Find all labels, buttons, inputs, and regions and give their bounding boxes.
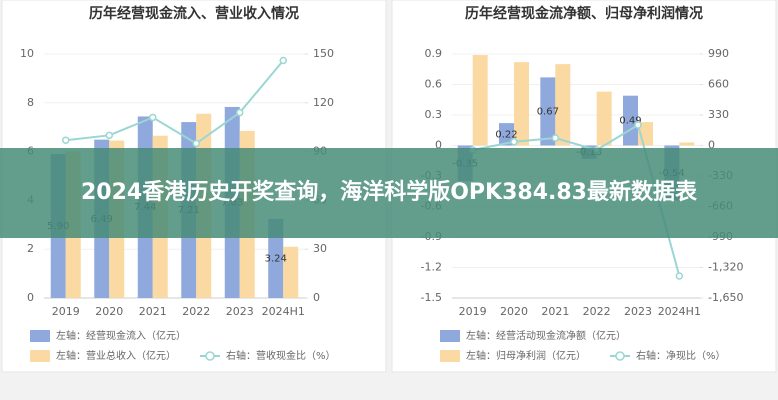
x-tick-label: 2022: [583, 305, 611, 318]
bar: [283, 246, 299, 298]
x-tick-label: 2024H1: [658, 305, 701, 318]
x-tick-label: 2024H1: [262, 305, 305, 318]
y-tick-label: 0: [27, 291, 34, 304]
x-tick-label: 2023: [624, 305, 652, 318]
legend-swatch: [30, 350, 50, 362]
value-label: 0.49: [619, 116, 641, 127]
line-point: [675, 272, 684, 280]
y-tick-label: 0: [435, 139, 442, 152]
bar: [540, 77, 556, 146]
legend-marker: [205, 351, 215, 361]
y2-tick-label: 330: [708, 108, 729, 121]
x-tick-label: 2021: [139, 305, 167, 318]
chart-title: 历年经营现金流净额、归母净利润情况: [465, 5, 703, 22]
legend-label: 右轴：净现比（%）: [636, 349, 726, 362]
line-point: [149, 113, 157, 122]
y2-tick-label: 990: [708, 47, 729, 60]
bar: [472, 55, 488, 146]
legend-label: 左轴：经营现金流入（亿元）: [56, 329, 186, 342]
y-tick-label: 0.9: [425, 47, 443, 60]
line-point: [551, 134, 560, 142]
line-point: [105, 131, 113, 140]
y2-tick-label: -1,650: [708, 291, 743, 304]
value-label: 0.22: [495, 129, 517, 140]
bar: [514, 62, 529, 146]
value-label: 3.24: [265, 253, 287, 264]
legend-swatch: [440, 350, 460, 362]
y-tick-label: 2: [27, 242, 34, 255]
x-tick-label: 2020: [95, 305, 123, 318]
y2-tick-label: 0: [708, 139, 715, 152]
chart-title: 历年经营现金流入、营业收入情况: [89, 5, 299, 22]
legend-swatch: [30, 330, 50, 342]
legend-label: 左轴：归母净利润（亿元）: [466, 349, 586, 362]
y2-tick-label: 30: [313, 242, 327, 255]
y-tick-label: -1.2: [421, 261, 442, 274]
x-tick-label: 2019: [52, 305, 80, 318]
bar: [268, 218, 284, 298]
y2-tick-label: 0: [313, 291, 320, 304]
y-tick-label: 0.3: [425, 108, 443, 121]
x-tick-label: 2023: [226, 305, 254, 318]
legend-swatch: [440, 330, 460, 342]
y2-tick-label: 150: [313, 47, 334, 60]
banner: 2024香港历史开奖查询，海洋科学版OPK384.83最新数据表: [0, 148, 778, 238]
legend-label: 左轴：营业总收入（亿元）: [56, 349, 176, 362]
y-tick-label: -1.5: [421, 291, 442, 304]
bar: [679, 142, 695, 146]
bar: [623, 95, 638, 146]
value-label: 0.67: [537, 106, 559, 117]
x-tick-label: 2020: [500, 305, 528, 318]
x-tick-label: 2021: [541, 305, 569, 318]
line-point: [62, 136, 70, 144]
line-point: [634, 121, 642, 129]
line-point: [192, 139, 200, 148]
legend-marker: [615, 351, 625, 361]
y2-tick-label: 660: [708, 78, 729, 91]
legend-label: 左轴：经营活动现金流净额（亿元）: [466, 329, 626, 342]
x-tick-label: 2019: [459, 305, 487, 318]
line-point: [510, 138, 518, 146]
legend-label: 右轴：营收现金比（%）: [226, 349, 336, 362]
y-tick-label: 0.6: [425, 78, 443, 91]
x-tick-label: 2022: [182, 305, 210, 318]
bar: [499, 123, 514, 146]
line-point: [236, 108, 244, 117]
line: [65, 59, 285, 145]
y2-tick-label: 120: [313, 96, 334, 109]
y2-tick-label: -1,320: [708, 261, 743, 274]
y-tick-label: 8: [27, 96, 34, 109]
line-point: [279, 56, 287, 65]
bar: [555, 64, 571, 146]
bar: [596, 91, 612, 146]
y-tick-label: 10: [20, 47, 34, 60]
